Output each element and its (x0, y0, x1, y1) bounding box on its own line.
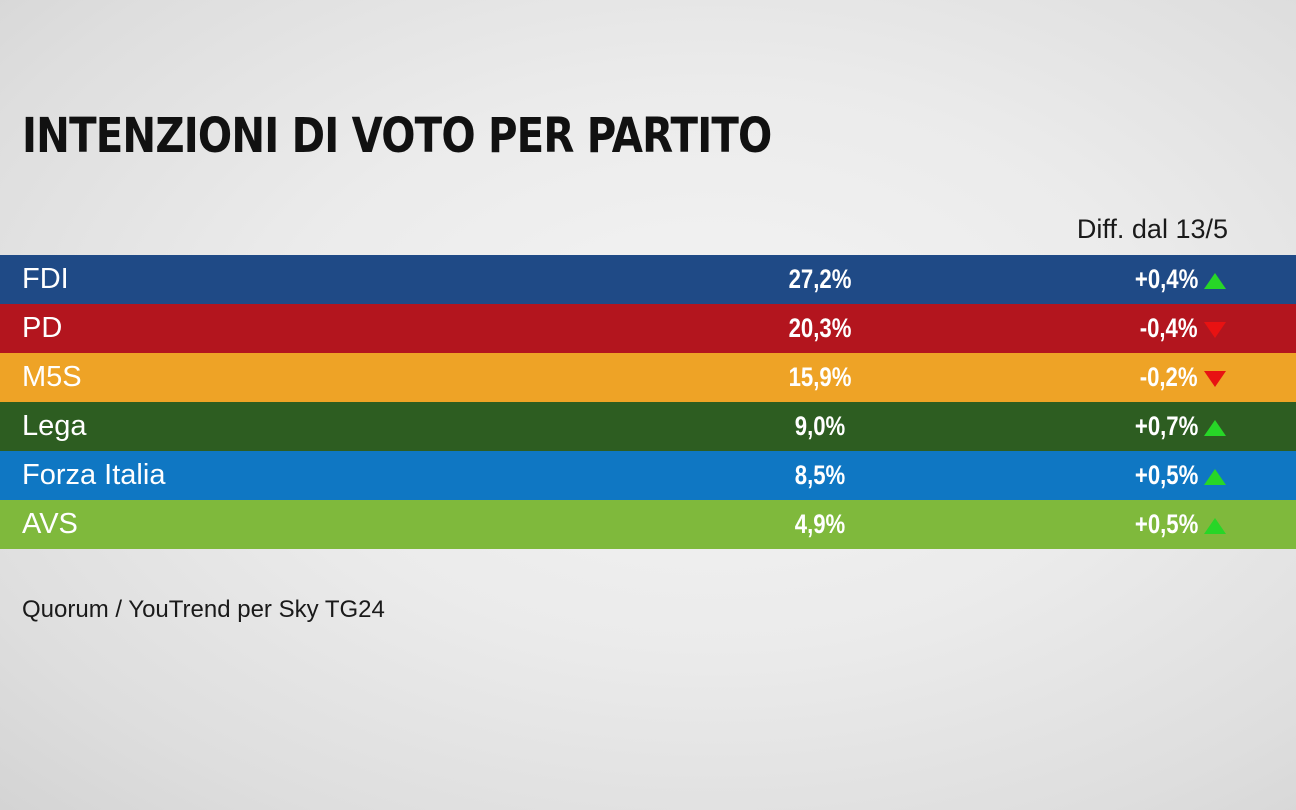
diff-label: +0,7% (1134, 411, 1198, 441)
party-row-pd: PD 20,3% -0,4% (0, 304, 1296, 353)
party-row-avs: AVS 4,9% +0,5% (0, 500, 1296, 549)
diff-label: +0,5% (1134, 509, 1198, 539)
diff-column-header: Diff. dal 13/5 (1076, 214, 1228, 244)
vote-share-label: 27,2% (788, 264, 852, 294)
down-arrow-icon (1204, 322, 1226, 338)
vote-share-label: 20,3% (788, 313, 852, 343)
party-name: Forza Italia (22, 459, 166, 491)
up-arrow-icon (1204, 420, 1226, 436)
up-arrow-icon (1204, 469, 1226, 485)
up-arrow-icon (1204, 273, 1226, 289)
party-name: Lega (22, 410, 87, 442)
diff-label: -0,2% (1140, 362, 1198, 392)
source-credit: Quorum / YouTrend per Sky TG24 (22, 596, 385, 623)
vote-share-label: 9,0% (794, 411, 846, 441)
party-name: PD (22, 312, 63, 344)
party-row-fdi: FDI 27,2% +0,4% (0, 255, 1296, 304)
vote-share-label: 8,5% (794, 460, 846, 490)
vote-share-label: 4,9% (794, 509, 846, 539)
vote-share-label: 15,9% (788, 362, 852, 392)
party-row-m5s: M5S 15,9% -0,2% (0, 353, 1296, 402)
party-name: AVS (22, 508, 78, 540)
chart-title: INTENZIONI DI VOTO PER PARTITO (22, 108, 772, 164)
down-arrow-icon (1204, 371, 1226, 387)
diff-label: +0,5% (1134, 460, 1198, 490)
diff-label: -0,4% (1140, 313, 1198, 343)
party-name: FDI (22, 263, 69, 295)
diff-label: +0,4% (1134, 264, 1198, 294)
party-table: FDI 27,2% +0,4% PD 20,3% -0,4% M5S 15,9% -0,2% Le… (0, 255, 1296, 549)
up-arrow-icon (1204, 518, 1226, 534)
party-row-lega: Lega 9,0% +0,7% (0, 402, 1296, 451)
party-row-forza-italia: Forza Italia 8,5% +0,5% (0, 451, 1296, 500)
party-name: M5S (22, 361, 82, 393)
